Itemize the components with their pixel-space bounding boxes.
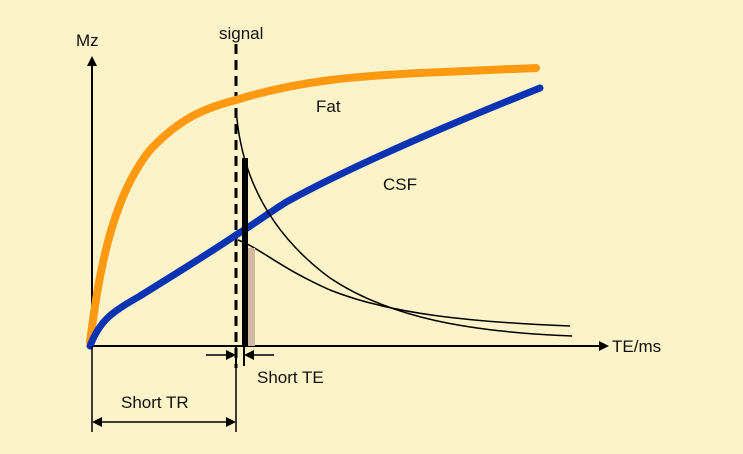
x-axis-label: TE/ms <box>612 337 661 356</box>
csf-label: CSF <box>383 175 417 194</box>
csf-curve <box>86 84 544 350</box>
short-tr-label: Short TR <box>121 393 189 412</box>
fat-curve <box>86 64 540 346</box>
signal-label: signal <box>219 24 263 43</box>
fat-signal-bar <box>242 158 248 346</box>
y-axis-label: Mz <box>76 31 99 50</box>
fat-label: Fat <box>316 97 341 116</box>
csf-decay-curve <box>237 239 571 327</box>
csf-signal-bar <box>248 248 255 346</box>
short-te-label: Short TE <box>257 368 324 387</box>
